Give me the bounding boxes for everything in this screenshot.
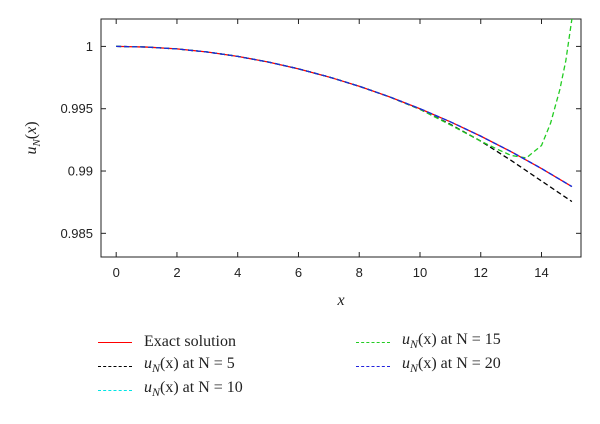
x-tick-label: 6	[295, 265, 302, 280]
x-tick-label: 8	[356, 265, 363, 280]
series-line-3	[116, 45, 573, 188]
y-axis-title-paren: )	[23, 121, 40, 126]
legend-label-sub: N	[152, 361, 161, 376]
y-tick-label: 0.995	[60, 101, 93, 116]
legend-label-sub: N	[152, 385, 161, 400]
y-axis-title-paren: (	[23, 134, 40, 139]
series-line-5	[116, 45, 573, 188]
legend-label-rest: (x) at N = 5	[160, 354, 235, 372]
series-line-4	[116, 19, 573, 159]
legend-item: uN(x) at N = 15	[356, 330, 501, 354]
legend-label: uN(x) at N = 5	[144, 354, 235, 378]
y-axis-title-main: u	[23, 147, 40, 155]
legend-swatch	[356, 365, 390, 367]
x-tick-label: 12	[474, 265, 488, 280]
legend-label-var: u	[402, 354, 410, 372]
plot-frame	[100, 18, 582, 258]
x-tick-label: 14	[534, 265, 548, 280]
legend-item: uN(x) at N = 5	[98, 354, 235, 378]
y-axis-title-var: x	[23, 127, 40, 135]
y-tick-label: 0.99	[68, 164, 93, 179]
legend-label: uN(x) at N = 15	[402, 330, 501, 354]
legend-label-var: u	[144, 378, 152, 396]
legend-label-var: u	[144, 354, 152, 372]
x-tick-label: 4	[234, 265, 241, 280]
legend-label: Exact solution	[144, 333, 236, 350]
series-line-2	[116, 45, 573, 203]
y-axis-title: uN(x)	[23, 121, 43, 154]
x-tick-label: 0	[113, 265, 120, 280]
legend-label-rest: (x) at N = 20	[418, 354, 501, 372]
y-tick-label: 1	[86, 39, 93, 54]
legend-item: uN(x) at N = 20	[356, 354, 501, 378]
legend-label-var: u	[402, 330, 410, 348]
legend-label-sub: N	[410, 361, 419, 376]
y-axis-title-sub: N	[31, 139, 43, 148]
x-axis-ticks: 0 2 4 6 8 10 12 14	[113, 19, 549, 280]
legend-label: uN(x) at N = 10	[144, 378, 243, 402]
y-axis-title-rest: (x)	[23, 121, 40, 139]
legend-swatch	[98, 389, 132, 391]
legend-swatch	[98, 365, 132, 367]
legend-label-sub: N	[410, 337, 419, 352]
legend-label-rest: (x) at N = 15	[418, 330, 501, 348]
legend-item: Exact solution	[98, 332, 236, 352]
y-axis-ticks: 0.985 0.99 0.995 1	[60, 39, 581, 241]
chart-legend: Exact solution uN(x) at N = 5 uN(x) at N =…	[98, 330, 578, 412]
legend-swatch	[356, 341, 390, 343]
legend-label-rest: (x) at N = 10	[160, 378, 243, 396]
y-tick-label: 0.985	[60, 226, 93, 241]
legend-item: uN(x) at N = 10	[98, 378, 243, 402]
series-layer	[116, 19, 573, 203]
legend-swatch	[98, 341, 132, 343]
legend-label: uN(x) at N = 20	[402, 354, 501, 378]
series-line-1	[116, 45, 573, 188]
x-tick-label: 10	[413, 265, 427, 280]
x-tick-label: 2	[173, 265, 180, 280]
x-axis-title: x	[336, 292, 344, 309]
